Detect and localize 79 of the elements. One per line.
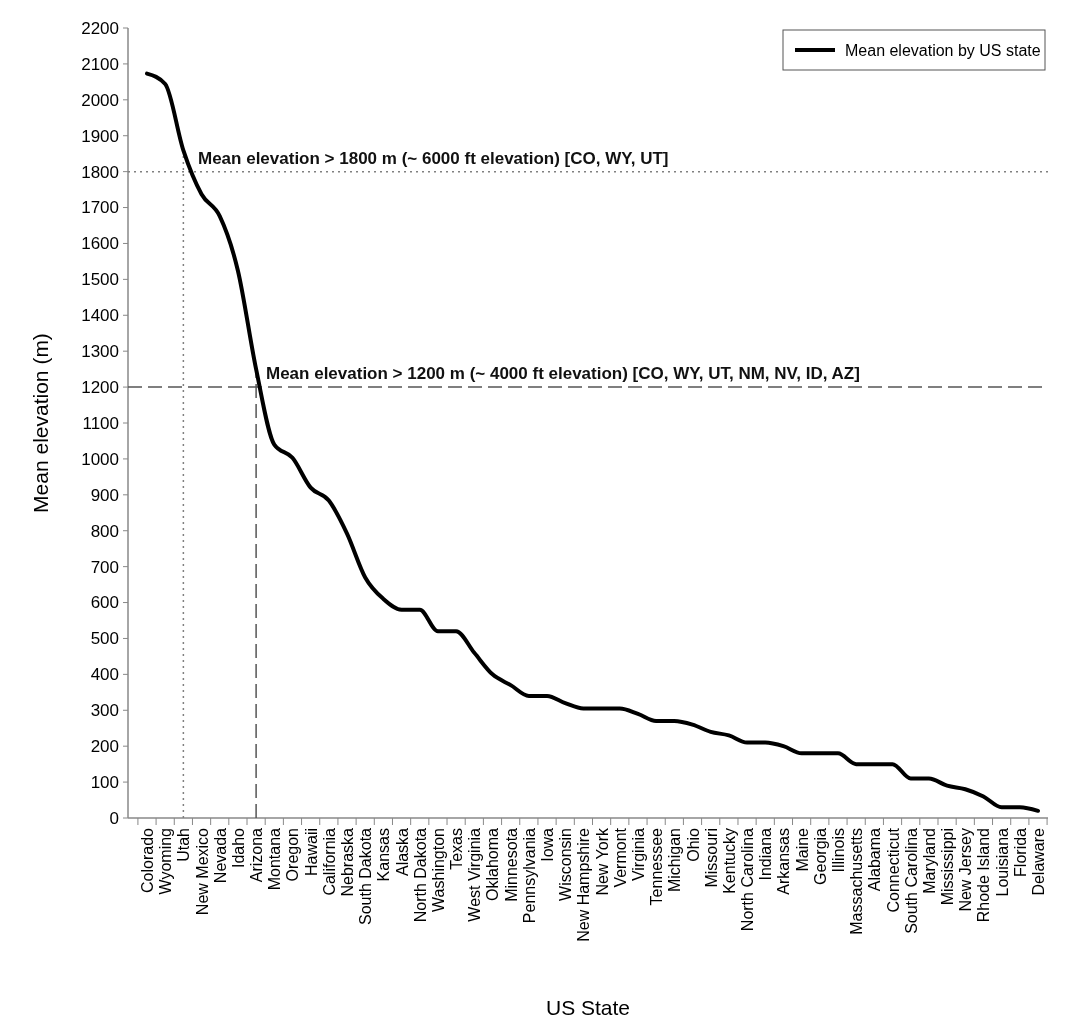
x-tick-label: New Hampshire — [575, 827, 593, 942]
x-tick-label: Maine — [793, 827, 811, 872]
x-tick-label: Kentucky — [720, 828, 738, 894]
x-tick-label: Pennsylvania — [520, 827, 538, 924]
y-tick-label: 0 — [109, 808, 119, 828]
y-tick-label: 100 — [90, 773, 119, 793]
x-tick-label: South Dakota — [357, 827, 375, 925]
x-tick-label: Arkansas — [775, 828, 793, 895]
x-tick-label: Tennessee — [648, 827, 666, 906]
y-tick-label: 2200 — [81, 18, 119, 38]
x-tick-label: South Carolina — [902, 827, 920, 934]
x-tick-label: Montana — [266, 827, 284, 891]
x-tick-label: Kansas — [375, 828, 393, 882]
y-tick-label: 1900 — [81, 126, 119, 146]
x-tick-label: New York — [593, 827, 611, 896]
x-tick-label: Illinois — [829, 828, 847, 873]
x-tick-label: Wyoming — [157, 828, 175, 895]
y-tick-label: 1400 — [81, 306, 119, 326]
y-tick-label: 500 — [90, 629, 119, 649]
y-tick-label: 900 — [90, 485, 119, 505]
x-tick-label: Hawaii — [302, 828, 320, 877]
x-tick-label: West Virginia — [466, 827, 484, 922]
x-tick-label: Mississippi — [939, 828, 957, 906]
x-tick-label: New Mexico — [193, 827, 211, 916]
y-tick-label: 2000 — [81, 90, 119, 110]
x-tick-label: Massachusetts — [848, 828, 866, 935]
x-tick-label: North Dakota — [411, 827, 429, 923]
y-tick-label: 1000 — [81, 449, 119, 469]
ref-line-label: Mean elevation > 1200 m (~ 4000 ft elevation) [CO, WY, UT, NM, NV, ID, AZ] — [266, 364, 860, 384]
line-series — [145, 71, 1040, 813]
y-tick-label: 1300 — [81, 342, 119, 362]
y-tick-label: 1200 — [81, 378, 119, 398]
y-tick-label: 2100 — [81, 54, 119, 74]
y-tick-label: 800 — [90, 521, 119, 541]
x-tick-label: Virginia — [629, 827, 647, 882]
ref-line-label: Mean elevation > 1800 m (~ 6000 ft elevation) [CO, WY, UT] — [198, 148, 669, 168]
x-tick-label: Rhode Island — [975, 828, 993, 923]
x-tick-label: Wisconsin — [557, 828, 575, 901]
x-tick-label: Washington — [429, 828, 447, 912]
x-tick-label: Vermont — [611, 827, 629, 888]
x-tick-label: Georgia — [811, 827, 829, 885]
y-tick-label: 700 — [90, 557, 119, 577]
x-tick-label: Florida — [1011, 827, 1029, 877]
x-tick-label: Nevada — [211, 827, 229, 884]
y-tick-label: 300 — [90, 701, 119, 721]
legend-label: Mean elevation by US state — [845, 41, 1041, 59]
x-tick-label: Oregon — [284, 828, 302, 882]
x-tick-label: Texas — [448, 828, 466, 870]
x-tick-label: Idaho — [229, 827, 247, 869]
x-tick-label: Missouri — [702, 828, 720, 888]
x-tick-label: Iowa — [539, 827, 557, 862]
x-tick-label: Indiana — [757, 827, 775, 881]
x-tick-label: Maryland — [920, 828, 938, 894]
x-tick-label: North Carolina — [739, 827, 757, 932]
x-tick-label: Utah — [175, 828, 193, 862]
y-tick-label: 400 — [90, 665, 119, 685]
x-tick-label: Alabama — [866, 827, 884, 892]
x-tick-label: Connecticut — [884, 827, 902, 913]
x-tick-label: Arizona — [248, 827, 266, 883]
x-tick-label: Colorado — [139, 827, 156, 893]
y-tick-label: 1700 — [81, 198, 119, 218]
x-tick-label: Nebraska — [339, 827, 357, 897]
x-tick-label: New Jersey — [957, 828, 975, 912]
x-tick-label: Louisiana — [993, 827, 1011, 897]
y-tick-label: 1600 — [81, 234, 119, 254]
x-axis-title: US State — [545, 996, 631, 1019]
y-tick-label: 200 — [90, 737, 119, 757]
y-tick-label: 600 — [90, 593, 119, 613]
y-tick-label: 1800 — [81, 162, 119, 182]
x-tick-label: Ohio — [684, 827, 702, 862]
x-tick-label: Oklahoma — [484, 827, 502, 901]
x-tick-label: California — [320, 827, 338, 896]
y-tick-label: 1500 — [81, 270, 119, 290]
y-axis-title: Mean elevation (m) — [29, 333, 52, 513]
x-tick-label: Alaska — [393, 827, 411, 877]
y-tick-label: 1100 — [82, 413, 119, 433]
x-tick-label: Minnesota — [502, 827, 520, 902]
x-tick-label: Delaware — [1030, 827, 1047, 896]
x-tick-label: Michigan — [666, 828, 684, 893]
